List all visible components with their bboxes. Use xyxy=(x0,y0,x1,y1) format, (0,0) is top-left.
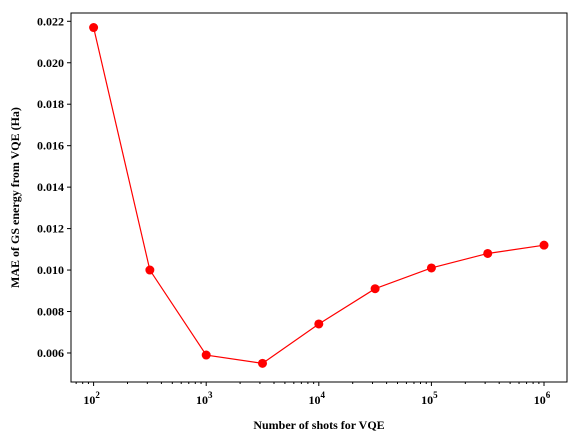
data-point xyxy=(257,358,267,368)
y-tick-label: 0.010 xyxy=(37,263,64,277)
data-point xyxy=(426,263,436,273)
y-axis-ticks: 0.006 0.008 0.010 0.012 0.014 0.016 0.018 0.020… xyxy=(37,14,71,360)
data-point xyxy=(370,284,380,294)
y-tick-label: 0.020 xyxy=(37,56,64,70)
x-tick-label-exponent: 3 xyxy=(208,390,213,400)
y-tick-label: 0.018 xyxy=(37,97,64,111)
data-point xyxy=(539,240,549,250)
data-point xyxy=(314,319,324,329)
y-tick-label: 0.022 xyxy=(37,14,64,28)
data-point xyxy=(89,23,99,33)
data-point xyxy=(145,265,155,275)
data-point xyxy=(201,350,211,360)
x-axis-title: Number of shots for VQE xyxy=(253,418,384,432)
x-tick-label: 103 xyxy=(196,390,213,407)
x-tick-label-exponent: 4 xyxy=(321,390,326,400)
y-tick-label: 0.014 xyxy=(37,180,64,194)
x-tick-label: 102 xyxy=(83,390,100,407)
x-tick-label-base: 10 xyxy=(421,393,433,407)
y-tick-label: 0.016 xyxy=(37,139,64,153)
data-point xyxy=(483,248,493,258)
y-tick-label: 0.006 xyxy=(37,346,64,360)
x-tick-label-base: 10 xyxy=(83,393,95,407)
series-line xyxy=(93,27,545,364)
x-tick-label-base: 10 xyxy=(309,393,321,407)
x-axis-minor-ticks xyxy=(75,382,540,384)
x-tick-label-exponent: 5 xyxy=(433,390,438,400)
x-tick-label-exponent: 6 xyxy=(546,390,551,400)
y-axis-title: MAE of GS energy from VQE (Ha) xyxy=(8,107,22,288)
y-tick-label: 0.008 xyxy=(37,305,64,319)
x-tick-label-base: 10 xyxy=(196,393,208,407)
y-tick-label: 0.012 xyxy=(37,222,64,236)
x-tick-label: 105 xyxy=(421,390,438,407)
series-layer xyxy=(89,23,549,368)
x-tick-label-exponent: 2 xyxy=(95,390,100,400)
x-axis-ticks: 102 103 104 105 106 xyxy=(83,382,551,407)
x-tick-label: 106 xyxy=(534,390,551,407)
x-tick-label: 104 xyxy=(309,390,326,407)
x-tick-label-base: 10 xyxy=(534,393,546,407)
